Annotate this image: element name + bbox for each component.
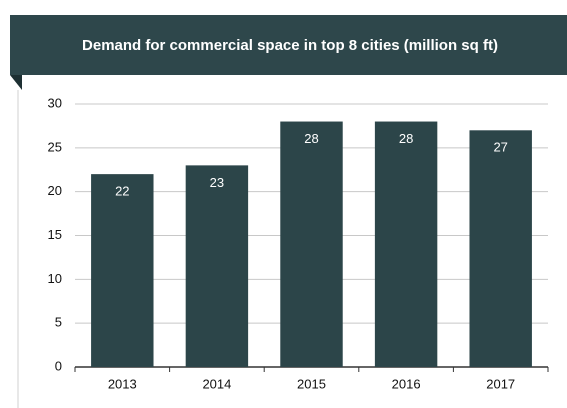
data-label: 28 xyxy=(399,131,413,146)
data-label: 27 xyxy=(493,140,507,155)
x-tick-label: 2015 xyxy=(297,376,326,391)
y-tick-label: 0 xyxy=(55,358,62,373)
banner-fold xyxy=(10,75,22,90)
bar xyxy=(469,130,532,367)
y-tick-label: 10 xyxy=(48,271,62,286)
chart-title: Demand for commercial space in top 8 cit… xyxy=(82,37,498,54)
x-tick-label: 2016 xyxy=(392,376,421,391)
data-label: 22 xyxy=(115,184,129,199)
bar xyxy=(185,165,249,367)
x-tick-label: 2013 xyxy=(108,376,137,391)
y-tick-label: 15 xyxy=(48,227,62,242)
data-label: 23 xyxy=(210,175,224,190)
title-banner xyxy=(10,15,567,75)
bar xyxy=(91,174,154,367)
x-tick-label: 2014 xyxy=(202,376,231,391)
bar xyxy=(280,121,343,368)
bar xyxy=(374,121,438,368)
y-tick-label: 5 xyxy=(55,315,62,330)
data-label: 28 xyxy=(304,131,318,146)
y-tick-label: 30 xyxy=(48,95,62,110)
x-tick-label: 2017 xyxy=(486,376,515,391)
y-tick-label: 25 xyxy=(48,139,62,154)
y-tick-label: 20 xyxy=(48,183,62,198)
